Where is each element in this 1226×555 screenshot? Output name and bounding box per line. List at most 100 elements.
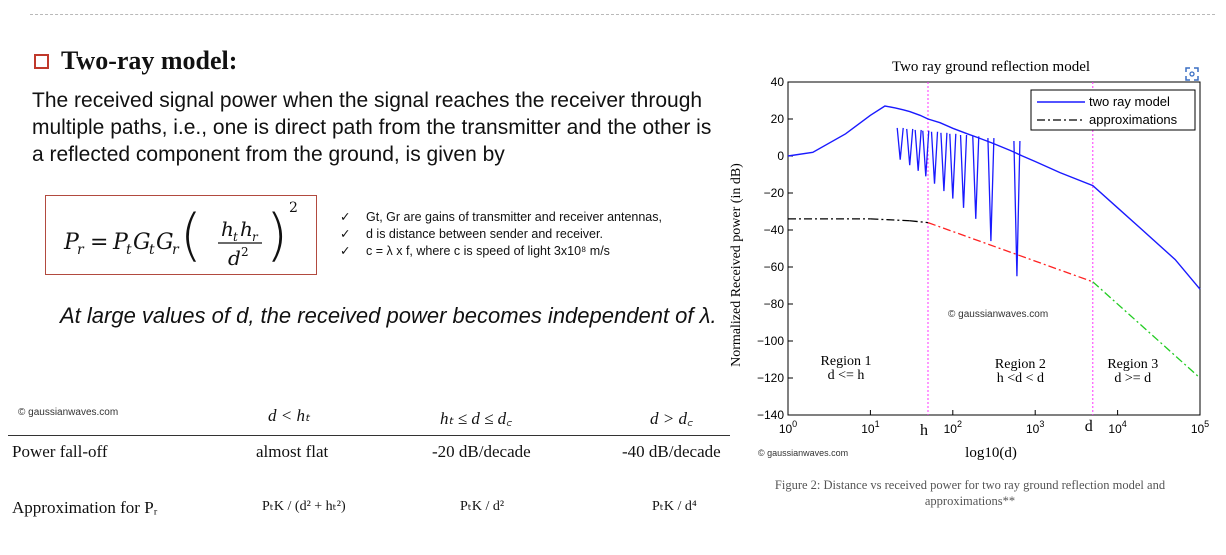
y-tick-label: −100 bbox=[757, 334, 784, 348]
region-condition: h <d < d bbox=[997, 371, 1044, 386]
note-item: ✓ d is distance between sender and receiv… bbox=[340, 226, 662, 243]
intro-paragraph: The received signal power when the signa… bbox=[32, 89, 712, 166]
svg-text:2: 2 bbox=[241, 245, 249, 259]
region-condition: d <= h bbox=[828, 368, 865, 383]
table-cell: PₜK / d⁴ bbox=[652, 499, 697, 514]
conclusion-text: At large values of d, the received power… bbox=[60, 303, 717, 328]
svg-text:G: G bbox=[156, 230, 174, 255]
figure-caption: Figure 2: Distance vs received power for… bbox=[774, 478, 1166, 508]
note-text: Gt, Gr are gains of transmitter and rece… bbox=[366, 210, 662, 224]
chart-title: Two ray ground reflection model bbox=[892, 59, 1090, 75]
interference-dip bbox=[914, 129, 922, 171]
interference-dip bbox=[987, 138, 995, 242]
table-cell: PₜK / (d² + hₜ²) bbox=[262, 499, 346, 514]
plot-frame bbox=[787, 81, 1201, 416]
svg-text:r: r bbox=[172, 242, 180, 258]
table-cell: -40 dB/decade bbox=[622, 442, 721, 461]
table-cell: almost flat bbox=[256, 442, 329, 461]
chart-inner-watermark: © gaussianwaves.com bbox=[948, 309, 1048, 320]
heading-text: Two-ray model: bbox=[61, 46, 238, 75]
legend-box bbox=[1030, 89, 1196, 131]
table-header: hₜ ≤ d ≤ d꜀ bbox=[440, 409, 513, 428]
check-icon: ✓ bbox=[340, 210, 351, 224]
top-dashed-rule bbox=[30, 14, 1215, 15]
formula-svg: P r = P t G t G r ( h t h r d 2 ) 2 bbox=[63, 200, 298, 270]
svg-text:=: = bbox=[90, 230, 108, 255]
svg-text:h: h bbox=[240, 217, 253, 241]
svg-text:r: r bbox=[252, 230, 259, 244]
svg-text:h: h bbox=[221, 217, 234, 241]
check-icon: ✓ bbox=[340, 227, 351, 241]
chart-bottom-watermark: © gaussianwaves.com bbox=[758, 448, 848, 458]
svg-text:G: G bbox=[133, 230, 151, 255]
y-tick-label: −140 bbox=[757, 408, 784, 422]
x-tick-label: 104 bbox=[1108, 419, 1126, 436]
approximation-segment bbox=[870, 218, 910, 222]
y-tick-label: −80 bbox=[764, 297, 785, 311]
row-label: Approximation for Pᵣ bbox=[12, 498, 158, 517]
y-tick-label: −40 bbox=[764, 223, 785, 237]
table-cell: PₜK / d² bbox=[460, 499, 505, 514]
y-tick-label: −20 bbox=[764, 186, 785, 200]
y-tick-label: 20 bbox=[771, 112, 785, 126]
y-tick-label: 0 bbox=[777, 149, 784, 163]
region-name: Region 2 bbox=[995, 357, 1046, 372]
two-ray-figure: Two ray ground reflection model Normaliz… bbox=[725, 50, 1225, 520]
region-condition: d >= d bbox=[1114, 371, 1151, 386]
series-two-ray-model bbox=[787, 105, 1201, 290]
ht-marker-label: h bbox=[920, 422, 928, 439]
interference-dip bbox=[922, 130, 930, 177]
x-tick-label: 101 bbox=[861, 419, 879, 436]
x-tick-label: 103 bbox=[1026, 419, 1044, 436]
interference-dip bbox=[896, 127, 904, 160]
interference-dip bbox=[972, 136, 980, 219]
section-heading: Two-ray model: bbox=[34, 46, 237, 76]
row-label: Power fall-off bbox=[12, 442, 108, 461]
check-icon: ✓ bbox=[340, 244, 351, 258]
dc-marker-label: d bbox=[1085, 418, 1093, 435]
two-ray-chart: Two ray ground reflection model Normaliz… bbox=[729, 59, 1209, 461]
table-rule bbox=[8, 435, 730, 436]
table-cell: -20 dB/decade bbox=[432, 442, 531, 461]
x-tick-label: 105 bbox=[1191, 419, 1209, 436]
legend-label: approximations bbox=[1089, 112, 1178, 127]
svg-text:r: r bbox=[77, 242, 85, 258]
interference-dip bbox=[959, 134, 968, 208]
table-header: d > d꜀ bbox=[650, 409, 693, 428]
interference-dip bbox=[906, 128, 914, 166]
y-tick-label: 40 bbox=[771, 75, 785, 89]
approximation-segment bbox=[909, 220, 929, 224]
interference-dip bbox=[940, 132, 948, 192]
y-tick-label: −120 bbox=[757, 371, 784, 385]
note-text: d is distance between sender and receive… bbox=[366, 227, 603, 241]
svg-text:2: 2 bbox=[289, 200, 298, 216]
svg-text:): ) bbox=[266, 203, 288, 268]
note-item: ✓ Gt, Gr are gains of transmitter and rec… bbox=[340, 209, 662, 226]
y-tick-label: −60 bbox=[764, 260, 785, 274]
table-watermark: © gaussianwaves.com bbox=[18, 407, 119, 418]
svg-text:(: ( bbox=[180, 203, 202, 268]
received-power-formula: P r = P t G t G r ( h t h r d 2 ) 2 bbox=[45, 195, 317, 275]
approximation-segment bbox=[927, 221, 1094, 283]
fullscreen-icon[interactable] bbox=[1184, 66, 1200, 82]
interference-dip bbox=[930, 131, 939, 184]
x-axis-label: log10(d) bbox=[965, 445, 1017, 461]
note-item: ✓ c = λ x f, where c is speed of light 3x… bbox=[340, 243, 662, 260]
svg-text:d: d bbox=[228, 246, 241, 270]
svg-text:P: P bbox=[63, 230, 80, 255]
table-header: d < hₜ bbox=[268, 406, 310, 425]
region-name: Region 3 bbox=[1107, 357, 1158, 372]
interference-dip bbox=[1013, 140, 1021, 277]
y-axis-label: Normalized Received power (in dB) bbox=[729, 163, 744, 367]
svg-text:P: P bbox=[112, 230, 129, 255]
interference-dip bbox=[949, 133, 957, 199]
x-tick-label: 100 bbox=[779, 419, 797, 436]
svg-text:t: t bbox=[149, 242, 155, 258]
formula-notes: ✓ Gt, Gr are gains of transmitter and rec… bbox=[340, 209, 662, 260]
x-tick-label: 102 bbox=[944, 419, 962, 436]
svg-text:t: t bbox=[126, 242, 132, 258]
svg-text:t: t bbox=[233, 230, 238, 244]
region-name: Region 1 bbox=[821, 354, 872, 369]
square-bullet-icon bbox=[34, 53, 49, 69]
note-text: c = λ x f, where c is speed of light 3x1… bbox=[366, 244, 610, 258]
